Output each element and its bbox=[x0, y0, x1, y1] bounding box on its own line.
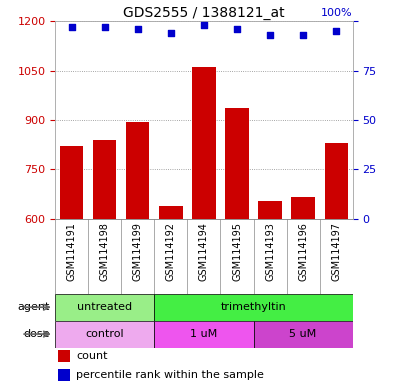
Point bbox=[233, 26, 240, 32]
Text: 5 uM: 5 uM bbox=[289, 329, 316, 339]
Bar bbox=[55, 294, 154, 321]
Text: GSM114198: GSM114198 bbox=[100, 222, 110, 281]
Text: GSM114191: GSM114191 bbox=[67, 222, 76, 281]
Text: GSM114195: GSM114195 bbox=[231, 222, 241, 281]
Text: GSM114194: GSM114194 bbox=[198, 222, 209, 281]
Bar bbox=[55, 321, 154, 348]
Text: GSM114197: GSM114197 bbox=[330, 222, 340, 281]
Bar bbox=[291, 197, 314, 384]
Bar bbox=[58, 369, 70, 381]
Bar bbox=[93, 140, 116, 384]
Text: control: control bbox=[85, 329, 124, 339]
Text: 1 uM: 1 uM bbox=[190, 329, 217, 339]
Bar bbox=[225, 108, 248, 384]
Bar bbox=[324, 143, 347, 384]
Point bbox=[167, 30, 174, 36]
Bar bbox=[154, 294, 352, 321]
Point bbox=[332, 28, 339, 34]
Text: GSM114192: GSM114192 bbox=[166, 222, 175, 281]
Bar bbox=[60, 146, 83, 384]
Text: count: count bbox=[76, 351, 108, 361]
Bar bbox=[253, 321, 352, 348]
Point bbox=[68, 24, 75, 30]
Text: percentile rank within the sample: percentile rank within the sample bbox=[76, 370, 263, 380]
Bar bbox=[159, 206, 182, 384]
Text: trimethyltin: trimethyltin bbox=[220, 302, 286, 312]
Text: agent: agent bbox=[17, 302, 49, 312]
Text: untreated: untreated bbox=[77, 302, 132, 312]
Bar bbox=[192, 67, 215, 384]
Text: GSM114196: GSM114196 bbox=[297, 222, 307, 281]
Text: dose: dose bbox=[23, 329, 49, 339]
Bar bbox=[126, 122, 149, 384]
Point bbox=[299, 32, 306, 38]
Bar bbox=[258, 201, 281, 384]
Point bbox=[101, 24, 108, 30]
Text: 100%: 100% bbox=[320, 8, 352, 18]
Text: GSM114193: GSM114193 bbox=[264, 222, 274, 281]
Point bbox=[266, 32, 273, 38]
Title: GDS2555 / 1388121_at: GDS2555 / 1388121_at bbox=[123, 6, 284, 20]
Point bbox=[200, 22, 207, 28]
Bar bbox=[154, 321, 253, 348]
Text: GSM114199: GSM114199 bbox=[133, 222, 143, 281]
Bar bbox=[58, 351, 70, 362]
Point bbox=[134, 26, 141, 32]
